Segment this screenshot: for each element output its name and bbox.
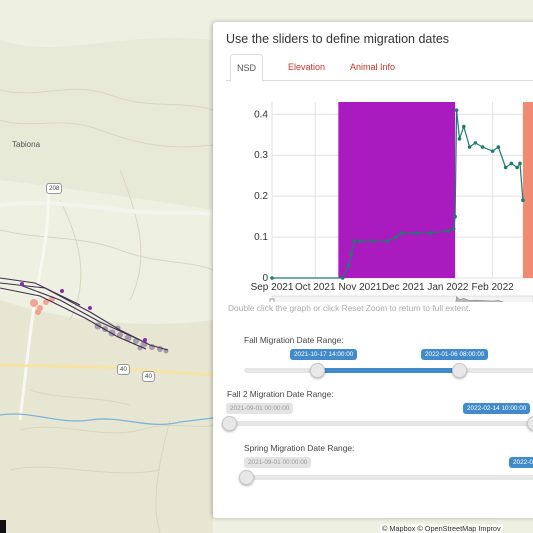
data-point xyxy=(454,108,459,112)
y-tick-label: 0.2 xyxy=(254,191,268,202)
y-tick-label: 0 xyxy=(262,273,268,284)
x-tick-label: Dec 2021 xyxy=(382,282,425,293)
fall2-end-value: 2022-02-14 10:00:00 xyxy=(463,403,531,414)
migration-panel: Use the sliders to define migration date… xyxy=(213,22,533,518)
spring-migration-label: Spring Migration Date Range: xyxy=(244,443,355,453)
migration-band xyxy=(522,102,533,278)
range-handle xyxy=(269,298,275,302)
fall2-start-value: 2021-09-01 00:00:00 xyxy=(226,403,294,414)
x-tick-label: Jan 2022 xyxy=(427,282,469,293)
data-point xyxy=(414,231,418,235)
data-point xyxy=(467,145,472,149)
data-point xyxy=(340,276,345,280)
fall-end-value: 2022-01-06 08:00:00 xyxy=(421,349,489,360)
y-tick-label: 0.4 xyxy=(254,109,268,120)
data-point xyxy=(385,239,390,243)
x-tick-label: Feb 2022 xyxy=(471,282,514,293)
road-shield-208: 208 xyxy=(46,183,63,194)
fall2-migration-label: Fall 2 Migration Date Range: xyxy=(227,389,334,399)
migration-band xyxy=(338,102,456,278)
fall-migration-label: Fall Migration Date Range: xyxy=(244,335,344,345)
data-point xyxy=(451,227,456,231)
data-point xyxy=(509,161,514,166)
tab-elevation[interactable]: Elevation xyxy=(288,62,326,72)
data-point xyxy=(346,263,351,268)
data-point xyxy=(461,124,466,129)
x-tick-label: Sep 2021 xyxy=(251,282,294,293)
data-point xyxy=(349,251,354,256)
data-point xyxy=(496,145,501,149)
fall-start-value: 2021-10-17 14:00:00 xyxy=(290,349,358,360)
panel-title: Use the sliders to define migration date… xyxy=(226,32,450,46)
data-point xyxy=(480,145,485,149)
data-point xyxy=(270,276,274,280)
x-tick-label: Nov 2021 xyxy=(339,282,382,293)
x-tick-label: Oct 2021 xyxy=(295,282,336,293)
y-tick-label: 0.3 xyxy=(254,150,268,161)
data-point xyxy=(446,229,450,233)
panel-tabs: NSD Elevation Animal Info xyxy=(226,54,533,82)
series-line xyxy=(272,110,524,279)
map-corner-control[interactable] xyxy=(0,520,6,533)
road-shield-40: 40 xyxy=(117,364,130,375)
data-point xyxy=(428,231,433,235)
data-point xyxy=(490,149,495,153)
data-point xyxy=(394,235,398,239)
fall-start-handle[interactable] xyxy=(310,363,325,378)
data-point xyxy=(473,141,478,145)
nsd-chart[interactable]: 0 0.1 0.2 0.3 0.4 Sep 2021 Oct 2021 Nov 2021 Dec… xyxy=(213,80,533,302)
y-tick-label: 0.1 xyxy=(254,232,268,243)
data-point xyxy=(352,239,356,243)
data-point xyxy=(371,239,375,243)
spring-start-value: 2021-09-01 00:00:00 xyxy=(244,457,312,468)
road-shield-40-secondary: 40 xyxy=(142,371,155,382)
spring-start-handle[interactable] xyxy=(239,470,254,485)
fall-end-handle[interactable] xyxy=(452,363,467,378)
data-point xyxy=(518,161,522,166)
data-point xyxy=(521,198,525,203)
data-point xyxy=(503,165,508,170)
data-point xyxy=(358,239,362,243)
range-selector xyxy=(271,295,533,302)
fall-slider-selection xyxy=(317,368,458,373)
spring-slider-track[interactable] xyxy=(244,475,533,480)
map-town-label: Tabiona xyxy=(12,140,41,149)
data-point xyxy=(399,231,404,235)
data-point xyxy=(457,137,462,141)
fall2-end-handle[interactable] xyxy=(527,416,533,431)
data-point xyxy=(515,165,519,170)
data-point xyxy=(453,214,457,219)
range-selector-area xyxy=(455,296,521,302)
map-attribution[interactable]: © Mapbox © OpenStreetMap Improv xyxy=(380,524,503,533)
fall2-start-handle[interactable] xyxy=(222,416,237,431)
tab-animal-info[interactable]: Animal Info xyxy=(350,62,396,72)
zoom-hint: Double click the graph or click Reset Zo… xyxy=(228,303,471,313)
spring-end-value: 2022-0 xyxy=(509,457,533,468)
fall2-slider-selection xyxy=(233,421,533,426)
tab-nsd[interactable]: NSD xyxy=(230,54,264,82)
